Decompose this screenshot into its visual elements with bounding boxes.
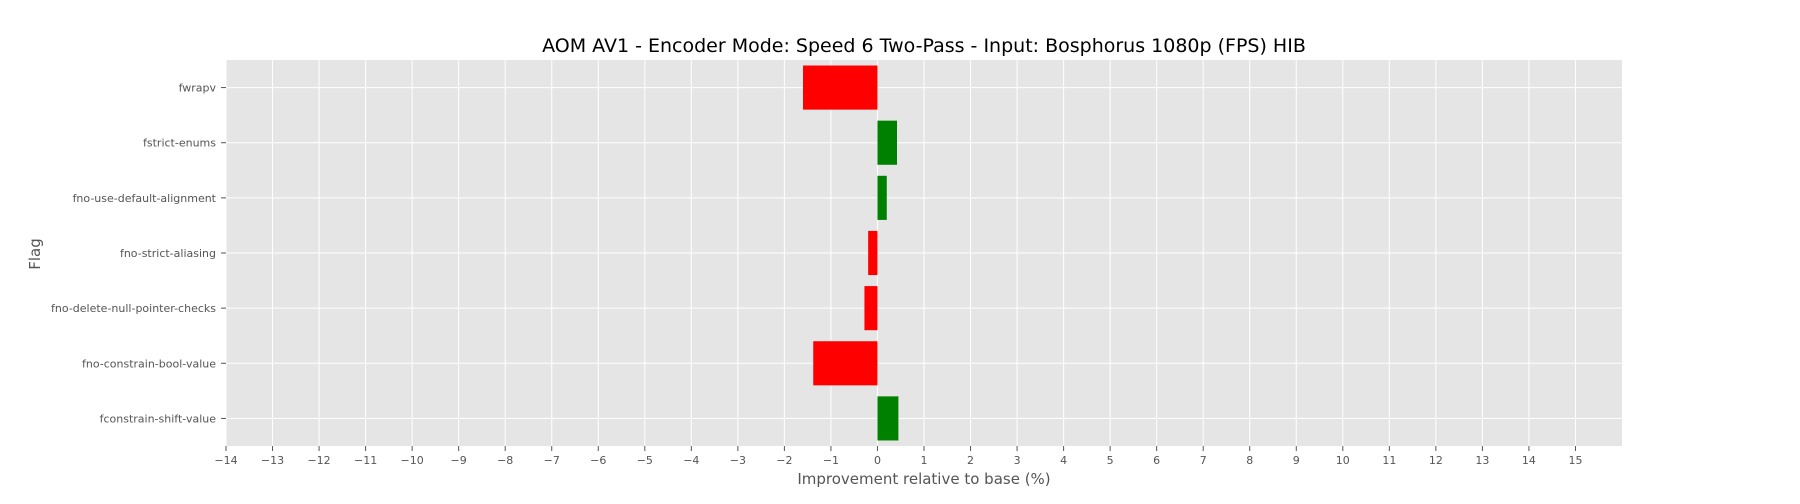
y-tick-label: fno-use-default-alignment [73,192,217,205]
x-tick-label: 1 [921,454,928,467]
x-tick-label: −5 [637,454,653,467]
bar-fstrict-enums [877,120,898,165]
x-tick-label: 12 [1429,454,1443,467]
bar-fno-constrain-bool-value [813,341,878,386]
x-tick-label: 2 [967,454,974,467]
x-tick-label: −10 [401,454,424,467]
bar-fno-strict-aliasing [868,230,878,276]
x-tick-label: 13 [1475,454,1489,467]
x-tick-label: −12 [307,454,330,467]
x-tick-label: −3 [730,454,746,467]
grid-lines [225,60,1622,446]
x-tick-label: 10 [1336,454,1350,467]
x-tick-label: 5 [1107,454,1114,467]
x-axis-label: Improvement relative to base (%) [797,470,1050,488]
y-tick-label: fstrict-enums [143,137,216,150]
y-tick-label: fwrapv [179,82,217,95]
bar-fconstrain-shift-value [877,396,899,441]
x-tick-label: 7 [1200,454,1207,467]
y-axis-label: Flag [26,238,44,270]
x-tick-label: 4 [1060,454,1067,467]
chart-title: AOM AV1 - Encoder Mode: Speed 6 Two-Pass… [542,35,1306,57]
bar-fwrapv [803,65,878,110]
bars [803,65,899,441]
x-tick-label: 15 [1568,454,1582,467]
x-tick-label: −8 [497,454,513,467]
x-tick-label: 6 [1153,454,1160,467]
x-tick-label: −14 [214,454,237,467]
x-tick-label: 8 [1246,454,1253,467]
x-tick-label: 9 [1293,454,1300,467]
y-tick-label: fno-strict-aliasing [120,247,216,260]
x-tick-label: −6 [590,454,606,467]
x-tick-label: 3 [1014,454,1021,467]
x-tick-label: 14 [1522,454,1536,467]
x-tick-label: 11 [1382,454,1396,467]
x-tick-label: −13 [261,454,284,467]
bar-fno-use-default-alignment [877,175,887,220]
x-tick-label: −11 [354,454,377,467]
x-tick-label: −7 [544,454,560,467]
x-tick-label: −4 [683,454,699,467]
y-tick-label: fconstrain-shift-value [100,412,217,425]
x-tick-label: −9 [451,454,467,467]
y-axis-ticks: fwrapv fstrict-enums fno-use-default-align… [51,82,226,425]
x-tick-label: −2 [776,454,792,467]
x-axis-ticks: −14 −13 −12 −11 −10 −9 −8 −7 −6 −5 −4 −3 −2 −1 0 1 2 3 4 5 6… [214,446,1582,467]
x-tick-label: 0 [874,454,881,467]
y-tick-label: fno-delete-null-pointer-checks [51,302,216,315]
y-tick-label: fno-constrain-bool-value [82,357,216,370]
bar-fno-delete-null-pointer-checks [864,286,878,331]
x-tick-label: −1 [823,454,839,467]
